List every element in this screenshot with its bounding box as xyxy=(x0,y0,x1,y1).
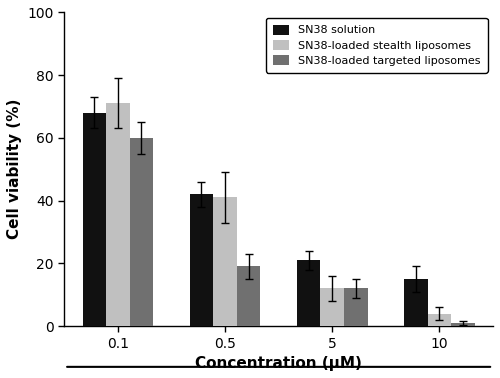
Legend: SN38 solution, SN38-loaded stealth liposomes, SN38-loaded targeted liposomes: SN38 solution, SN38-loaded stealth lipos… xyxy=(266,18,488,73)
Bar xyxy=(404,279,427,326)
X-axis label: Concentration (μM): Concentration (μM) xyxy=(195,356,362,371)
Bar xyxy=(237,266,260,326)
Bar xyxy=(344,288,368,326)
Y-axis label: Cell viability (%): Cell viability (%) xyxy=(7,99,22,239)
Bar xyxy=(428,313,452,326)
Bar xyxy=(214,197,237,326)
Bar xyxy=(130,138,154,326)
Bar xyxy=(297,260,320,326)
Bar xyxy=(190,194,214,326)
Bar xyxy=(452,323,475,326)
Bar xyxy=(320,288,344,326)
Bar xyxy=(106,104,130,326)
Bar xyxy=(82,113,106,326)
